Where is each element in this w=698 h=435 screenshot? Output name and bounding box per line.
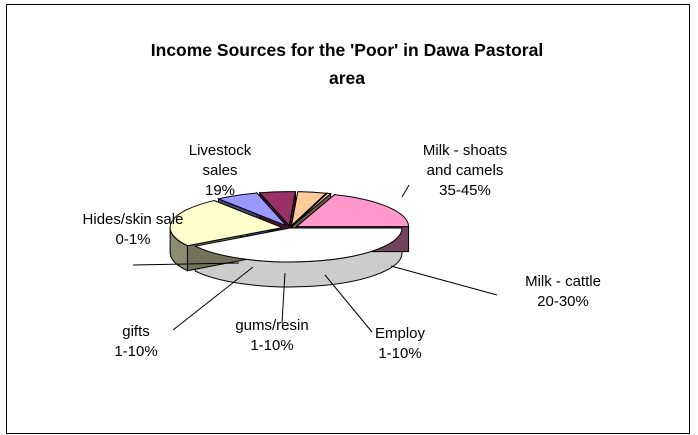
leader-line-1 [390, 265, 498, 296]
slice-label-1-line-0: Milk - cattle [525, 273, 601, 290]
pie-slice-4 [290, 191, 328, 228]
pie-slice-0 [193, 227, 403, 263]
pie-chart: Income Sources for the 'Poor' in Dawa Pa… [83, 40, 601, 362]
leader-line-4 [172, 266, 254, 331]
leader-line-2 [324, 274, 373, 333]
pie-slice-3 [258, 191, 297, 227]
slice-label-6-line-1: sales [202, 162, 237, 179]
slice-label-6-line-0: Livestock [189, 142, 252, 159]
leader-line-3 [281, 272, 286, 324]
pie-slice-6 [295, 194, 410, 228]
pie-slice-5 [292, 192, 332, 227]
chart-title-line-1: Income Sources for the 'Poor' in Dawa Pa… [151, 40, 543, 60]
leader-lines [132, 184, 498, 333]
pie-top-faces [169, 191, 410, 263]
slice-label-6-line-2: 19% [205, 182, 235, 199]
slice-label-4-line-1: 1-10% [114, 343, 157, 360]
pie-slice-2 [216, 192, 287, 227]
chart-title-line-2: area [329, 68, 365, 88]
slice-label-4-line-0: gifts [122, 323, 150, 340]
leader-line-5 [132, 262, 240, 266]
slice-label-2-line-0: Employ [375, 325, 426, 342]
slice-label-2-line-1: 1-10% [378, 345, 421, 362]
slice-label-0-line-2: 35-45% [439, 182, 491, 199]
slice-label-3-line-0: gums/resin [235, 317, 308, 334]
slice-label-1-line-1: 20-30% [537, 293, 589, 310]
slice-label-5-line-0: Hides/skin sale [83, 211, 184, 228]
chart-frame: Income Sources for the 'Poor' in Dawa Pa… [6, 4, 690, 434]
slice-label-5-line-1: 0-1% [115, 231, 150, 248]
slice-label-0-line-1: and camels [427, 162, 504, 179]
slice-label-3-line-1: 1-10% [250, 337, 293, 354]
leader-line-0 [401, 184, 410, 198]
pie-slice-1 [169, 200, 284, 247]
slice-label-0-line-0: Milk - shoats [423, 142, 507, 159]
slice-labels: Milk - shoats and camels 35-45% Milk - catt… [83, 142, 601, 362]
